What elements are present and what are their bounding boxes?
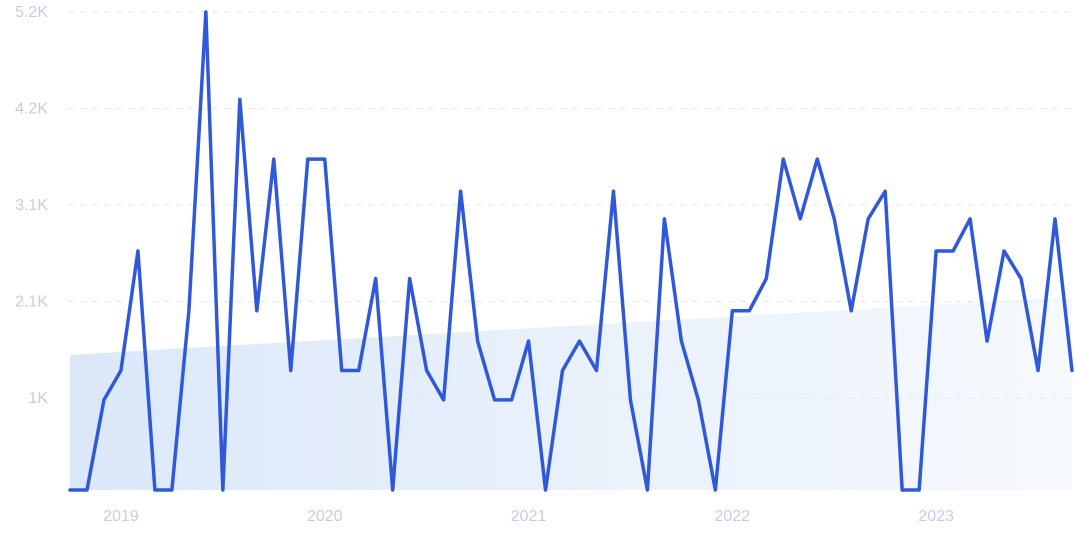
data-point	[85, 489, 88, 492]
y-tick-label: 4.2K	[15, 101, 48, 118]
data-point	[102, 398, 105, 401]
data-point	[612, 190, 615, 193]
data-point	[986, 340, 989, 343]
x-axis-ticks: 2019 2020 2021 2022 2023	[103, 508, 954, 525]
x-tick-label: 2021	[511, 508, 547, 525]
data-point	[408, 277, 411, 280]
trend-area	[70, 296, 1072, 490]
data-point	[527, 340, 530, 343]
data-point	[476, 340, 479, 343]
data-point	[697, 398, 700, 401]
data-point	[1020, 277, 1023, 280]
data-point	[204, 11, 207, 14]
data-point	[561, 369, 564, 372]
data-point	[187, 309, 190, 312]
data-point	[952, 250, 955, 253]
x-tick-label: 2022	[715, 508, 751, 525]
x-tick-label: 2020	[307, 508, 343, 525]
x-tick-label: 2019	[103, 508, 139, 525]
x-tick-label: 2023	[918, 508, 954, 525]
data-point	[425, 369, 428, 372]
data-point	[833, 217, 836, 220]
y-tick-label: 2.1K	[15, 294, 48, 311]
data-point	[323, 158, 326, 161]
data-point	[136, 250, 139, 253]
data-point	[595, 369, 598, 372]
data-point	[119, 369, 122, 372]
y-tick-label: 5.2K	[15, 4, 48, 21]
data-point	[493, 398, 496, 401]
y-tick-label: 3.1K	[15, 197, 48, 214]
data-point	[238, 98, 241, 101]
data-point	[578, 340, 581, 343]
data-point	[765, 277, 768, 280]
data-point	[748, 309, 751, 312]
data-point	[680, 340, 683, 343]
data-point	[816, 158, 819, 161]
data-point	[374, 277, 377, 280]
data-point	[629, 398, 632, 401]
data-point	[901, 489, 904, 492]
y-tick-label: 1K	[28, 390, 48, 407]
data-point	[544, 489, 547, 492]
data-point	[170, 489, 173, 492]
data-point	[782, 158, 785, 161]
data-point	[918, 489, 921, 492]
data-point	[799, 217, 802, 220]
data-point	[731, 309, 734, 312]
data-point	[1071, 369, 1074, 372]
y-axis-ticks: 5.2K 4.2K 3.1K 2.1K 1K	[15, 4, 48, 407]
series-line	[68, 10, 1074, 492]
data-point	[1037, 369, 1040, 372]
data-point	[340, 369, 343, 372]
data-point	[646, 489, 649, 492]
data-point	[850, 309, 853, 312]
data-point	[255, 309, 258, 312]
data-point	[153, 489, 156, 492]
data-point	[272, 158, 275, 161]
data-point	[510, 398, 513, 401]
data-point	[969, 217, 972, 220]
data-point	[442, 398, 445, 401]
data-point	[391, 489, 394, 492]
data-point	[867, 217, 870, 220]
data-point	[1003, 250, 1006, 253]
data-point	[935, 250, 938, 253]
data-point	[357, 369, 360, 372]
data-point	[289, 369, 292, 372]
data-point	[714, 489, 717, 492]
data-point	[1054, 217, 1057, 220]
data-point	[69, 489, 72, 492]
data-point	[459, 190, 462, 193]
data-point	[663, 217, 666, 220]
data-point	[884, 190, 887, 193]
data-point	[221, 489, 224, 492]
data-point	[306, 158, 309, 161]
